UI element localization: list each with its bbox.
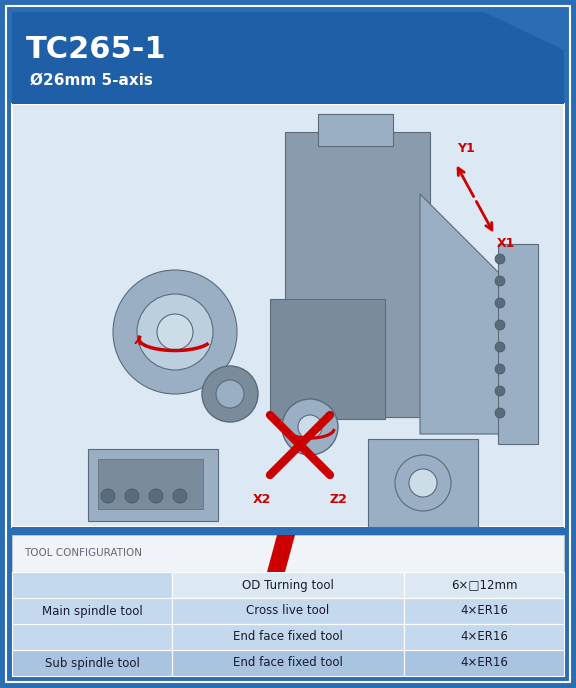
Polygon shape [267, 535, 295, 572]
Text: Y1: Y1 [457, 142, 475, 155]
Circle shape [101, 489, 115, 503]
Circle shape [495, 254, 505, 264]
Circle shape [216, 380, 244, 408]
Text: 4×ER16: 4×ER16 [460, 656, 508, 669]
Text: Cross live tool: Cross live tool [247, 605, 329, 618]
Text: TC265-1: TC265-1 [26, 36, 166, 65]
FancyBboxPatch shape [404, 650, 564, 676]
Circle shape [495, 320, 505, 330]
FancyBboxPatch shape [12, 650, 172, 676]
FancyBboxPatch shape [172, 572, 404, 598]
Circle shape [495, 342, 505, 352]
Text: 4×ER16: 4×ER16 [460, 630, 508, 643]
FancyBboxPatch shape [12, 572, 564, 676]
Text: End face fixed tool: End face fixed tool [233, 630, 343, 643]
FancyBboxPatch shape [404, 572, 564, 598]
FancyBboxPatch shape [12, 104, 564, 527]
Circle shape [173, 489, 187, 503]
FancyBboxPatch shape [88, 449, 218, 521]
Text: 6×□12mm: 6×□12mm [450, 579, 517, 592]
Circle shape [298, 415, 322, 439]
FancyBboxPatch shape [12, 572, 172, 650]
Text: X2: X2 [253, 493, 271, 506]
Circle shape [395, 455, 451, 511]
Circle shape [495, 276, 505, 286]
FancyBboxPatch shape [368, 439, 478, 527]
FancyBboxPatch shape [172, 650, 404, 676]
Circle shape [282, 399, 338, 455]
Circle shape [409, 469, 437, 497]
Text: 4×ER16: 4×ER16 [460, 605, 508, 618]
FancyBboxPatch shape [318, 114, 393, 146]
Circle shape [113, 270, 237, 394]
Circle shape [495, 364, 505, 374]
Circle shape [125, 489, 139, 503]
Circle shape [137, 294, 213, 370]
Text: Main spindle tool: Main spindle tool [41, 605, 142, 618]
Circle shape [495, 386, 505, 396]
Text: OD Turning tool: OD Turning tool [242, 579, 334, 592]
FancyBboxPatch shape [270, 299, 385, 419]
FancyBboxPatch shape [12, 527, 564, 535]
Text: X1: X1 [497, 237, 515, 250]
FancyBboxPatch shape [12, 535, 564, 572]
Polygon shape [12, 12, 564, 104]
Text: TOOL CONFIGURATION: TOOL CONFIGURATION [24, 548, 142, 559]
FancyBboxPatch shape [172, 598, 404, 624]
Polygon shape [420, 194, 530, 434]
FancyBboxPatch shape [285, 132, 430, 417]
FancyBboxPatch shape [404, 624, 564, 650]
Text: Ø26mm 5-axis: Ø26mm 5-axis [30, 72, 153, 87]
Circle shape [149, 489, 163, 503]
FancyBboxPatch shape [404, 598, 564, 624]
Text: Sub spindle tool: Sub spindle tool [44, 656, 139, 669]
FancyBboxPatch shape [172, 624, 404, 650]
Circle shape [495, 408, 505, 418]
Circle shape [157, 314, 193, 350]
Text: End face fixed tool: End face fixed tool [233, 656, 343, 669]
FancyBboxPatch shape [498, 244, 538, 444]
Text: Z2: Z2 [329, 493, 347, 506]
Circle shape [202, 366, 258, 422]
FancyBboxPatch shape [98, 459, 203, 509]
Circle shape [495, 298, 505, 308]
